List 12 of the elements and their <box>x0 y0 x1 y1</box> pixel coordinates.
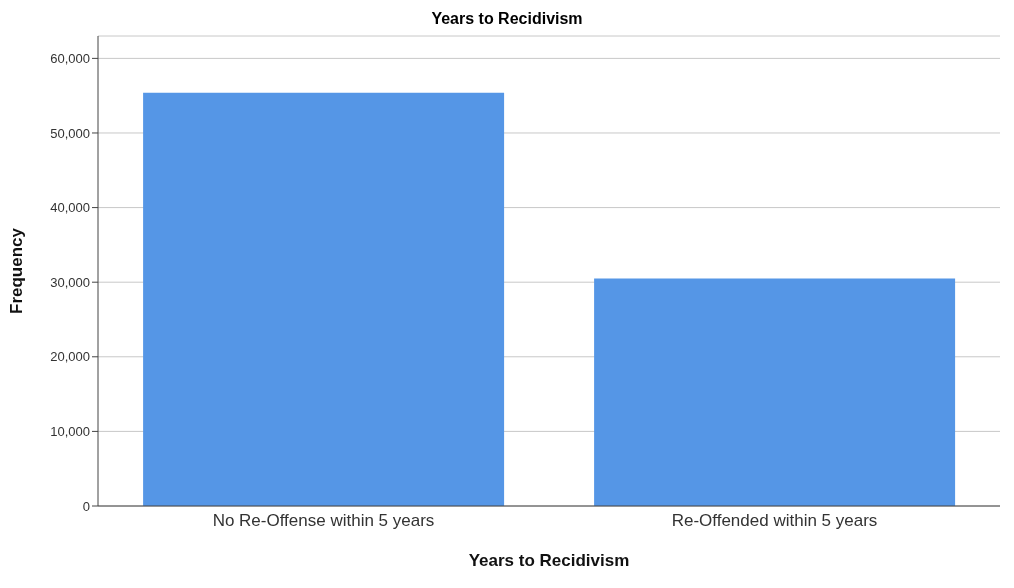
y-tick-label: 20,000 <box>50 349 90 365</box>
y-tick-label: 40,000 <box>50 200 90 216</box>
x-tick-label: No Re-Offense within 5 years <box>212 511 435 531</box>
chart-title: Years to Recidivism <box>430 9 584 29</box>
y-tick-label: 10,000 <box>50 424 90 440</box>
x-tick-label: Re-Offended within 5 years <box>671 511 878 531</box>
y-tick-label: 30,000 <box>50 274 90 290</box>
y-axis-title: Frequency <box>7 227 27 314</box>
y-tick-label: 60,000 <box>50 51 90 66</box>
y-tick-label: 0 <box>82 498 90 514</box>
y-tick-label: 50,000 <box>50 125 90 141</box>
x-axis-title: Years to Recidivism <box>468 551 630 570</box>
